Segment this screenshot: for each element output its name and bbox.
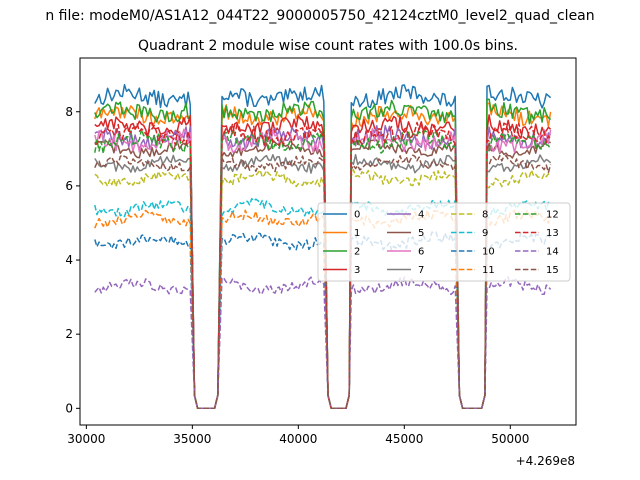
legend-label: 14 xyxy=(546,247,559,258)
legend-label: 1 xyxy=(354,228,360,239)
legend-label: 3 xyxy=(354,265,360,276)
legend-label: 8 xyxy=(482,210,488,221)
series-line-15 xyxy=(94,154,552,410)
legend-label: 15 xyxy=(546,265,559,276)
x-offset-label: +4.269e8 xyxy=(516,454,575,468)
series-line-14 xyxy=(94,276,552,410)
x-axis: 30000 35000 40000 45000 50000 xyxy=(67,425,529,446)
legend-label: 7 xyxy=(418,265,424,276)
legend-label: 4 xyxy=(418,210,424,221)
y-tick-label: 6 xyxy=(65,179,73,193)
legend-label: 5 xyxy=(418,228,424,239)
figure-suptitle: n file: modeM0/AS1A12_044T22_9000005750_… xyxy=(45,8,594,24)
y-tick-label: 2 xyxy=(65,327,73,341)
legend-box xyxy=(317,202,571,282)
legend-label: 12 xyxy=(546,210,559,221)
legend-label: 6 xyxy=(418,247,424,258)
legend-label: 0 xyxy=(354,210,360,221)
series-line-13 xyxy=(94,121,552,410)
legend-label: 2 xyxy=(354,247,360,258)
legend-label: 10 xyxy=(482,247,495,258)
x-tick-label: 35000 xyxy=(173,432,211,446)
legend-label: 9 xyxy=(482,228,488,239)
legend-label: 13 xyxy=(546,228,559,239)
series-line-10 xyxy=(94,231,552,410)
y-tick-label: 0 xyxy=(65,401,73,415)
y-tick-label: 8 xyxy=(65,105,73,119)
x-tick-label: 30000 xyxy=(67,432,105,446)
axes-frame xyxy=(79,57,577,426)
y-tick-label: 4 xyxy=(65,253,73,267)
x-tick-label: 50000 xyxy=(491,432,529,446)
chart-title: Quadrant 2 module wise count rates with … xyxy=(138,38,518,54)
x-tick-label: 40000 xyxy=(279,432,317,446)
y-axis: 0 2 4 6 8 xyxy=(65,105,80,415)
plot-lines xyxy=(94,84,552,410)
x-tick-label: 45000 xyxy=(385,432,423,446)
legend-label: 11 xyxy=(482,265,495,276)
